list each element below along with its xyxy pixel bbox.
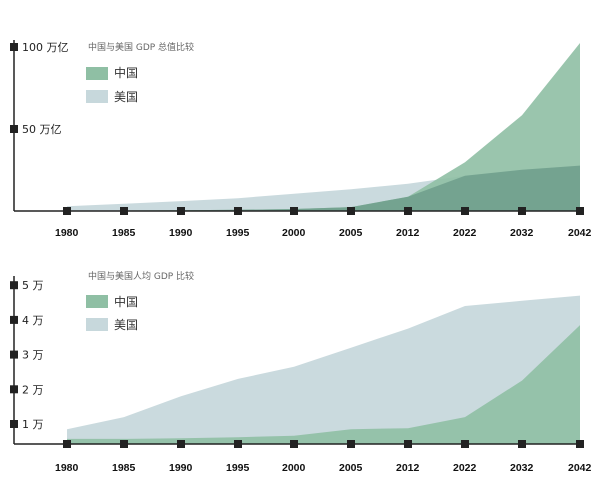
- x-tick-label: 2005: [339, 227, 363, 239]
- y-tick-label: 1 万: [22, 418, 44, 431]
- x-tick-label: 2000: [282, 227, 306, 239]
- y-tick-marker: [10, 350, 18, 359]
- x-tick-marker: [461, 440, 469, 448]
- chart-panel-1: 100 万亿 50 万亿 1980 1985 1990 1995 2000 2005 2012 2…: [10, 40, 592, 239]
- y-tick-label: 2 万: [22, 383, 44, 396]
- x-tick-label: 2042: [568, 227, 592, 239]
- y-tick-label: 4 万: [22, 314, 44, 327]
- x-tick-label: 1985: [112, 227, 136, 239]
- y-tick-label: 3 万: [22, 349, 44, 362]
- x-tick-marker: [347, 207, 355, 215]
- x-tick-marker: [404, 440, 412, 448]
- x-tick-marker: [518, 207, 526, 215]
- legend-swatch: [86, 67, 108, 80]
- x-tick-marker: [404, 207, 412, 215]
- x-tick-label: 2042: [568, 462, 592, 474]
- x-tick-marker: [63, 440, 71, 448]
- y-tick-label: 100 万亿: [22, 41, 69, 54]
- x-tick-marker: [461, 207, 469, 215]
- x-tick-label: 1980: [55, 462, 79, 474]
- x-tick-marker: [234, 207, 242, 215]
- y-tick-marker: [10, 281, 18, 290]
- x-tick-marker: [120, 440, 128, 448]
- y-tick-label: 5 万: [22, 279, 44, 292]
- x-tick-label: 1990: [169, 227, 193, 239]
- series-area-usa: [67, 295, 580, 444]
- legend-swatch: [86, 295, 108, 308]
- legend-swatch: [86, 90, 108, 103]
- chart-title: 中国与美国 GDP 总值比较: [88, 41, 194, 53]
- legend-swatch: [86, 318, 108, 331]
- x-tick-marker: [120, 207, 128, 215]
- x-tick-label: 2012: [396, 227, 420, 239]
- x-tick-marker: [290, 207, 298, 215]
- x-tick-label: 2012: [396, 462, 420, 474]
- legend-label: 中国: [114, 65, 138, 80]
- x-tick-label: 2032: [510, 462, 534, 474]
- x-tick-marker: [576, 207, 584, 215]
- y-tick-marker: [10, 315, 18, 324]
- y-tick-marker: [10, 43, 18, 51]
- x-tick-label: 2032: [510, 227, 534, 239]
- x-tick-label: 1995: [226, 462, 250, 474]
- series-overlap-area: [67, 165, 580, 211]
- x-tick-label: 1985: [112, 462, 136, 474]
- x-tick-label: 1990: [169, 462, 193, 474]
- x-tick-marker: [576, 440, 584, 448]
- x-tick-marker: [177, 207, 185, 215]
- x-tick-label: 1995: [226, 227, 250, 239]
- series-area-china: [67, 325, 580, 444]
- x-tick-label: 2005: [339, 462, 363, 474]
- x-tick-label: 2022: [453, 227, 477, 239]
- x-tick-label: 1980: [55, 227, 79, 239]
- x-tick-label: 2022: [453, 462, 477, 474]
- legend-label: 中国: [114, 294, 138, 309]
- x-tick-marker: [347, 440, 355, 448]
- legend-label: 美国: [114, 318, 138, 332]
- y-tick-marker: [10, 420, 18, 428]
- y-tick-marker: [10, 385, 18, 394]
- legend-label: 美国: [114, 90, 138, 104]
- chart-title: 中国与美国人均 GDP 比较: [88, 270, 194, 282]
- x-tick-label: 2000: [282, 462, 306, 474]
- chart-panel-2: 5 万 4 万 3 万 2 万 1 万 1980 1985 1990 1995 2000 2005 2…: [10, 270, 592, 474]
- x-tick-marker: [234, 440, 242, 448]
- x-tick-marker: [63, 207, 71, 215]
- x-tick-marker: [177, 440, 185, 448]
- x-tick-marker: [518, 440, 526, 448]
- y-tick-label: 50 万亿: [22, 123, 62, 136]
- y-tick-marker: [10, 125, 18, 133]
- x-tick-marker: [290, 440, 298, 448]
